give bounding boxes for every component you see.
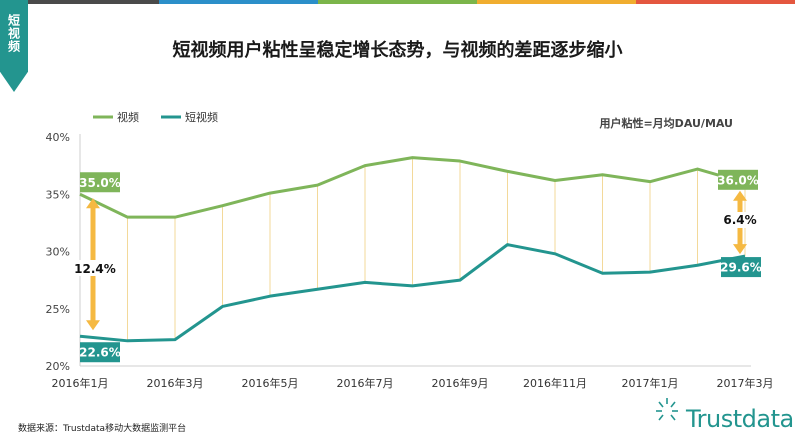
end-video-label-box (718, 169, 758, 190)
start-video-label-box (80, 172, 120, 193)
definition-note: 用户粘性=月均DAU/MAU (599, 117, 733, 130)
end-short-label-box (721, 257, 761, 278)
top-bar-segment (636, 0, 795, 4)
y-tick-label: 40% (46, 131, 70, 144)
end-gap-arrow-head-up (733, 190, 747, 201)
legend-label: 短视频 (185, 110, 218, 124)
x-tick-label: 2016年3月 (147, 376, 204, 390)
trustdata-logo-icon (656, 398, 678, 421)
page-title: 短视频用户粘性呈稳定增长态势，与视频的差距逐步缩小 (172, 40, 623, 61)
start-short-label: 22.6% (79, 346, 121, 360)
logo-text: Trustdata (686, 405, 794, 433)
y-tick-label: 30% (46, 246, 70, 259)
start-gap-mask (75, 260, 111, 276)
data-source: 数据来源：Trustdata移动大数据监测平台 (18, 424, 187, 434)
end-gap-arrow-head-down (733, 244, 747, 255)
section-tag: 短视频 (0, 0, 28, 92)
end-short-label: 29.6% (720, 261, 762, 275)
top-color-bar (0, 0, 795, 4)
x-tick-label: 2017年1月 (622, 376, 679, 390)
legend-label: 视频 (117, 110, 139, 124)
y-tick-label: 35% (46, 188, 70, 201)
end-video-label: 36.0% (717, 173, 759, 187)
x-tick-label: 2016年9月 (432, 376, 489, 390)
x-tick-label: 2016年11月 (523, 376, 587, 390)
top-bar-segment (159, 0, 318, 4)
y-tick-label: 25% (46, 303, 70, 316)
series-line-video (79, 156, 746, 219)
end-gap-mask (724, 212, 756, 228)
y-tick-label: 20% (46, 360, 70, 373)
x-tick-label: 2016年1月 (52, 376, 109, 390)
top-bar-segment (477, 0, 636, 4)
x-tick-label: 2016年5月 (242, 376, 299, 390)
start-gap-arrow-head-down (86, 320, 100, 331)
top-bar-segment (0, 0, 159, 4)
x-tick-label: 2017年3月 (717, 376, 774, 390)
end-gap-label: 6.4% (723, 213, 756, 227)
start-gap-label: 12.4% (74, 262, 116, 276)
start-video-label: 35.0% (79, 176, 121, 190)
start-gap-arrow-head-up (86, 198, 100, 209)
x-tick-label: 2016年7月 (337, 376, 394, 390)
top-bar-segment (318, 0, 477, 4)
start-short-label-box (80, 342, 120, 363)
series-line-short-video (79, 243, 746, 343)
